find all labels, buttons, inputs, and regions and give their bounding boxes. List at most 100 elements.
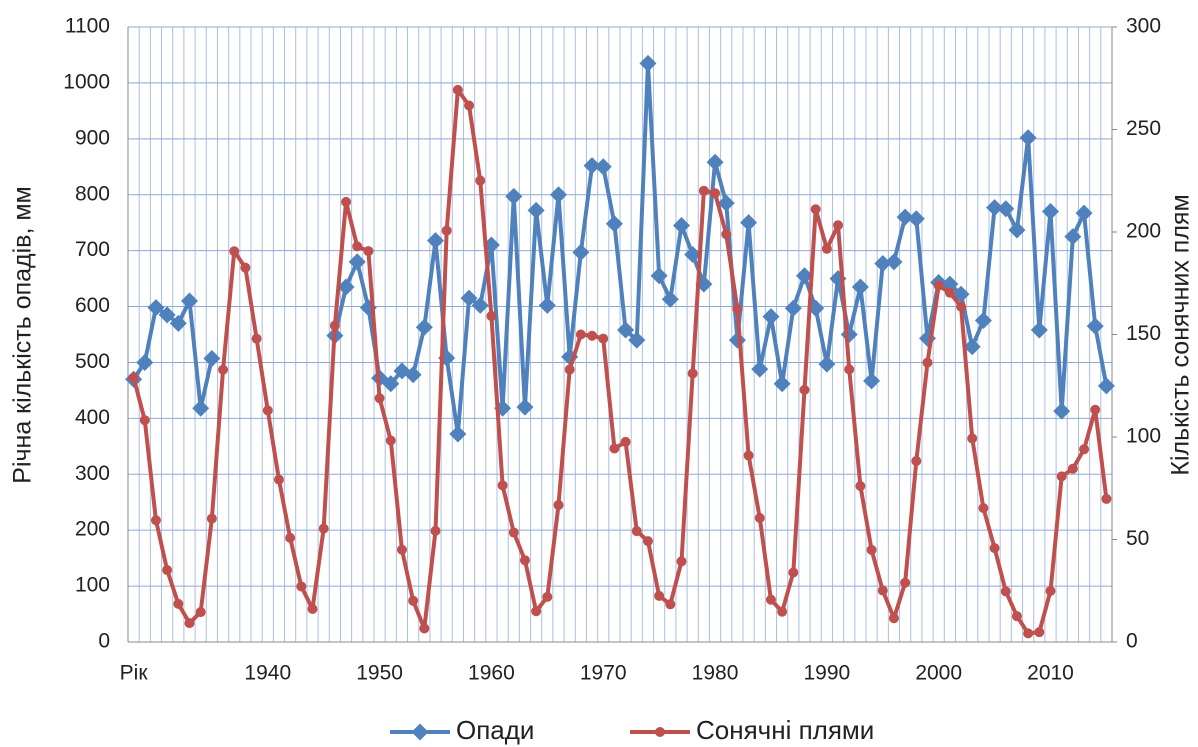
x-tick-label: 1970 <box>580 662 627 685</box>
diamond-marker <box>1097 377 1115 395</box>
circle-marker <box>620 436 631 447</box>
diamond-marker <box>885 253 903 271</box>
circle-marker <box>1023 628 1034 639</box>
circle-marker <box>877 585 888 596</box>
circle-marker <box>486 311 497 322</box>
circle-marker <box>240 262 251 273</box>
x-tick-label: 1980 <box>692 662 739 685</box>
circle-marker <box>363 246 374 257</box>
circle-marker <box>441 225 452 236</box>
circle-marker <box>855 480 866 491</box>
circle-marker <box>173 598 184 609</box>
y-tick-label: 300 <box>75 462 110 485</box>
y-tick-label: 600 <box>75 294 110 317</box>
diamond-marker <box>181 292 198 310</box>
diamond-marker <box>974 312 992 330</box>
diamond-marker <box>1030 321 1048 339</box>
circle-marker <box>754 512 765 523</box>
circle-marker <box>642 536 653 547</box>
x-tick-label: 1940 <box>244 662 291 685</box>
circle-marker <box>967 433 978 444</box>
diamond-marker <box>773 375 791 393</box>
circle-marker <box>1034 627 1045 638</box>
circle-marker <box>1090 404 1101 415</box>
circle-marker <box>218 364 229 375</box>
circle-marker <box>329 320 340 331</box>
diamond-marker <box>684 246 702 264</box>
circle-marker <box>285 532 296 543</box>
diamond-marker <box>1008 221 1026 239</box>
series-1 <box>128 84 1112 639</box>
diamond-marker <box>594 158 612 176</box>
circle-marker <box>587 330 598 341</box>
circle-marker <box>531 606 542 617</box>
circle-marker <box>631 526 642 537</box>
circle-marker <box>1045 585 1056 596</box>
y2-axis-title: Кількість сонячних плям <box>1167 194 1195 475</box>
y-tick-label: 200 <box>75 518 110 541</box>
y2-tick-label: 0 <box>1126 630 1138 653</box>
x-tick-label: 1990 <box>804 662 851 685</box>
diamond-marker <box>505 187 523 205</box>
circle-marker <box>655 727 665 737</box>
diamond-marker <box>538 296 556 314</box>
diamond-marker <box>348 253 366 271</box>
diamond-marker <box>382 375 400 393</box>
circle-marker <box>732 304 743 315</box>
diamond-marker <box>516 398 534 416</box>
diamond-marker <box>1053 402 1071 420</box>
diamond-marker <box>427 232 444 250</box>
circle-marker <box>654 590 665 601</box>
diamond-marker <box>874 254 892 272</box>
diamond-marker <box>706 153 724 171</box>
circle-marker <box>251 333 262 344</box>
diamond-marker <box>762 308 780 326</box>
diamond-marker <box>583 157 601 175</box>
circle-marker <box>206 513 217 524</box>
circle-marker <box>162 565 173 576</box>
circle-marker <box>989 543 1000 554</box>
diamond-marker <box>1042 203 1059 220</box>
circle-marker <box>676 556 687 567</box>
diamond-marker <box>851 278 869 296</box>
circle-marker <box>519 555 530 566</box>
circle-marker <box>262 405 273 416</box>
series-0 <box>125 54 1115 443</box>
circle-marker <box>508 527 519 538</box>
circle-marker <box>374 393 385 404</box>
circle-marker <box>777 606 788 617</box>
circle-marker <box>352 241 363 252</box>
circle-marker <box>743 450 754 461</box>
diamond-marker <box>997 200 1015 218</box>
diamond-marker <box>411 723 429 741</box>
diamond-marker <box>1075 204 1093 222</box>
diamond-marker <box>550 186 567 204</box>
circle-marker <box>687 368 698 379</box>
circle-marker <box>710 188 721 199</box>
circle-marker <box>464 100 475 111</box>
circle-marker <box>1056 471 1067 482</box>
x-tick-label: 2010 <box>1027 662 1074 685</box>
diamond-marker <box>158 306 176 324</box>
series-line <box>131 87 1109 636</box>
circle-marker <box>665 599 676 610</box>
circle-marker <box>799 384 810 395</box>
x-tick-label: 1960 <box>468 662 515 685</box>
circle-marker <box>810 204 821 215</box>
y2-tick-label: 150 <box>1126 322 1161 345</box>
circle-marker <box>978 503 989 514</box>
circle-marker <box>833 220 844 231</box>
diamond-marker <box>628 331 646 349</box>
diamond-marker <box>896 208 914 226</box>
diamond-marker <box>1086 317 1104 335</box>
circle-marker <box>430 525 441 536</box>
y-tick-label: 0 <box>98 630 110 653</box>
diamond-marker <box>415 318 433 336</box>
y2-tick-label: 100 <box>1126 425 1161 448</box>
diamond-marker <box>784 299 802 317</box>
diamond-marker <box>673 216 690 234</box>
y-tick-label: 1000 <box>63 70 110 93</box>
circle-marker <box>419 623 430 634</box>
x-tick-label: 2000 <box>915 662 962 685</box>
series-line <box>131 298 214 411</box>
